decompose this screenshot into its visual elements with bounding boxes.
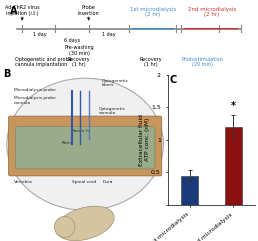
Text: Microdialysis probe
cannula: Microdialysis probe cannula: [14, 96, 55, 105]
Text: A: A: [10, 6, 18, 16]
Bar: [225, 127, 242, 205]
Text: *: *: [231, 101, 236, 111]
Ellipse shape: [7, 78, 164, 210]
Text: 1 day: 1 day: [33, 32, 47, 37]
Text: Vertebra: Vertebra: [14, 180, 32, 184]
Text: 1 day: 1 day: [102, 32, 116, 37]
Text: Pre-washing
(30 min)
Recovery
(1 hr): Pre-washing (30 min) Recovery (1 hr): [64, 45, 94, 67]
Text: Recovery
(1 hr): Recovery (1 hr): [139, 57, 162, 67]
Ellipse shape: [56, 206, 114, 241]
Text: 1st microdialysis
(2 hr): 1st microdialysis (2 hr): [130, 7, 176, 17]
Text: 6 days: 6 days: [64, 38, 80, 43]
Text: Resin: Resin: [61, 141, 72, 145]
Text: Optogenetic
fibers: Optogenetic fibers: [102, 79, 129, 87]
Y-axis label: Extracellular fluid
ATP conc. (nM): Extracellular fluid ATP conc. (nM): [139, 114, 150, 166]
Text: Rostro: Rostro: [71, 129, 85, 133]
FancyBboxPatch shape: [15, 127, 155, 169]
Text: Photostimulation
(20 min): Photostimulation (20 min): [182, 57, 223, 67]
Text: In: In: [85, 129, 89, 133]
Circle shape: [54, 216, 75, 237]
Text: Spinal cord: Spinal cord: [71, 180, 96, 184]
Text: Dura: Dura: [102, 180, 112, 184]
Text: Optogenetic and probe
cannula implantation: Optogenetic and probe cannula implantati…: [15, 57, 72, 67]
Text: C: C: [170, 75, 177, 85]
Text: Ad-ChR2 virus
injection (i.t.): Ad-ChR2 virus injection (i.t.): [5, 5, 39, 16]
Bar: [181, 175, 198, 205]
Text: Probe
insertion: Probe insertion: [78, 5, 100, 16]
Text: B: B: [3, 69, 11, 79]
Text: Optogenetic
cannula: Optogenetic cannula: [99, 107, 126, 115]
Text: Microdialysis probe: Microdialysis probe: [14, 88, 55, 93]
Text: 2nd microdialysis
(2 hr): 2nd microdialysis (2 hr): [188, 7, 236, 17]
FancyBboxPatch shape: [9, 116, 162, 176]
